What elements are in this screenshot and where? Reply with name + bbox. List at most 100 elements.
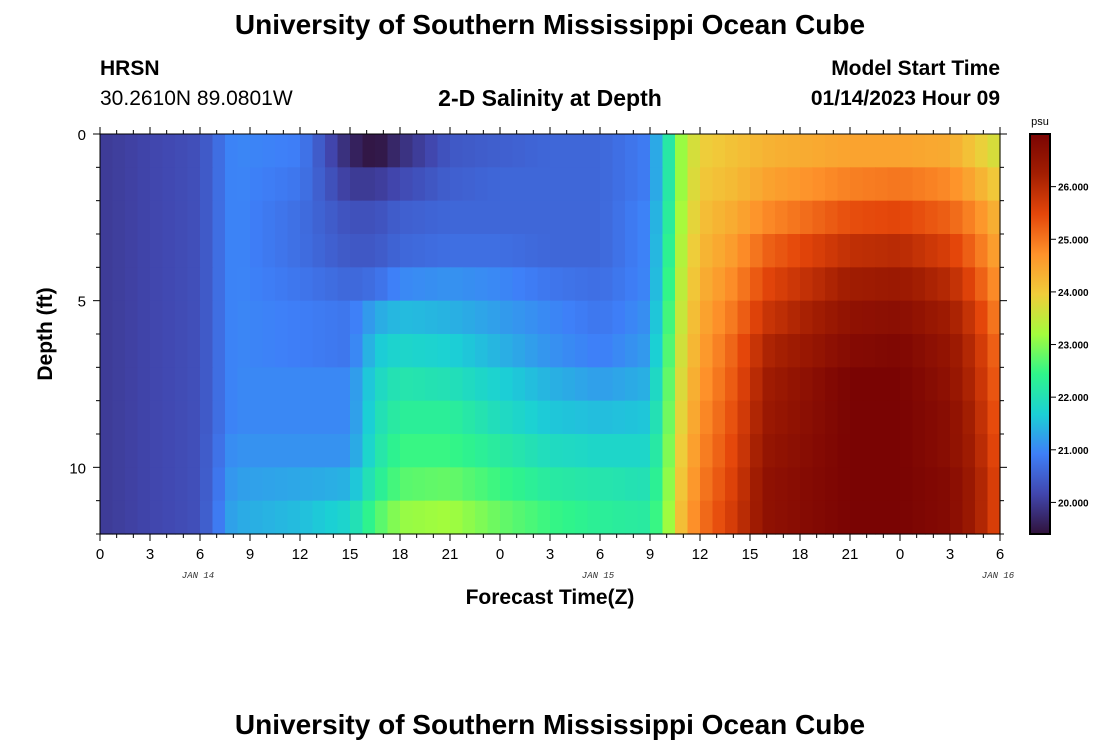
heatmap-cell <box>287 500 301 535</box>
heatmap-cell <box>825 134 839 168</box>
heatmap-cell <box>875 200 889 235</box>
heatmap-cell <box>875 367 889 402</box>
heatmap-cell <box>200 300 214 335</box>
heatmap-cell <box>537 267 551 302</box>
heatmap-cell <box>850 500 864 535</box>
heatmap-cell <box>662 334 676 368</box>
heatmap-cell <box>675 134 689 168</box>
heatmap-cell <box>250 334 264 368</box>
heatmap-cell <box>575 134 589 168</box>
heatmap-cell <box>850 234 864 268</box>
heatmap-cell <box>162 334 176 368</box>
heatmap-cell <box>475 467 489 502</box>
heatmap-cell <box>137 134 151 168</box>
heatmap-cell <box>600 334 614 368</box>
heatmap-cell <box>712 367 726 402</box>
heatmap-cell <box>550 167 564 202</box>
heatmap-cell <box>912 367 926 402</box>
heatmap-cell <box>562 400 576 435</box>
heatmap-cell <box>362 467 376 502</box>
heatmap-cell <box>912 500 926 535</box>
heatmap-cell <box>687 200 701 235</box>
heatmap-cell <box>675 367 689 402</box>
heatmap-cell <box>737 500 751 535</box>
heatmap-cell <box>762 467 776 502</box>
heatmap-cell <box>562 167 576 202</box>
heatmap-cell <box>512 334 526 368</box>
heatmap-cell <box>175 467 189 502</box>
heatmap-cell <box>675 267 689 302</box>
heatmap-cell <box>200 467 214 502</box>
heatmap-cell <box>375 134 389 168</box>
heatmap-cell <box>800 234 814 268</box>
heatmap-cell <box>462 367 476 402</box>
heatmap-cell <box>237 334 251 368</box>
heatmap-cell <box>387 200 401 235</box>
heatmap-cell <box>312 434 326 468</box>
heatmap-cell <box>300 334 314 368</box>
heatmap-cell <box>600 300 614 335</box>
heatmap-cell <box>487 367 501 402</box>
heatmap-cell <box>950 200 964 235</box>
heatmap-cell <box>700 400 714 435</box>
heatmap-cell <box>512 500 526 535</box>
heatmap-cell <box>587 134 601 168</box>
heatmap-cell <box>200 367 214 402</box>
heatmap-cell <box>300 267 314 302</box>
heatmap-cell <box>275 234 289 268</box>
heatmap-cell <box>125 200 139 235</box>
heatmap-cell <box>400 400 414 435</box>
heatmap-cell <box>212 467 226 502</box>
heatmap-cell <box>775 400 789 435</box>
x-tick-label: 3 <box>946 546 954 563</box>
heatmap-cell <box>750 134 764 168</box>
heatmap-cell <box>662 167 676 202</box>
heatmap-cell <box>425 334 439 368</box>
heatmap-cell <box>700 467 714 502</box>
heatmap-cell <box>912 400 926 435</box>
heatmap-cell <box>987 500 1001 535</box>
heatmap-cell <box>312 300 326 335</box>
heatmap-cell <box>812 267 826 302</box>
heatmap-cell <box>725 467 739 502</box>
y-tick-label: 10 <box>69 460 86 477</box>
heatmap-cell <box>350 334 364 368</box>
heatmap-cell <box>125 467 139 502</box>
heatmap-cell <box>325 367 339 402</box>
heatmap-cell <box>425 167 439 202</box>
heatmap-cell <box>537 300 551 335</box>
heatmap-cell <box>912 467 926 502</box>
heatmap-cell <box>800 467 814 502</box>
heatmap-cell <box>875 234 889 268</box>
heatmap-cell <box>525 400 539 435</box>
heatmap-cell <box>150 467 164 502</box>
heatmap-cell <box>225 500 239 535</box>
heatmap-cell <box>887 300 901 335</box>
heatmap-cell <box>837 200 851 235</box>
heatmap-cell <box>600 367 614 402</box>
heatmap-cell <box>162 400 176 435</box>
heatmap-cell <box>650 134 664 168</box>
heatmap-cell <box>112 267 126 302</box>
heatmap-cell <box>337 300 351 335</box>
heatmap-cell <box>337 467 351 502</box>
heatmap-cell <box>800 334 814 368</box>
heatmap-cell <box>537 467 551 502</box>
heatmap-cell <box>137 300 151 335</box>
heatmap-cell <box>862 234 876 268</box>
x-tick-label: 6 <box>596 546 604 563</box>
heatmap-cell <box>762 167 776 202</box>
heatmap-cell <box>362 500 376 535</box>
heatmap-cell <box>587 367 601 402</box>
heatmap-cell <box>712 300 726 335</box>
heatmap-cell <box>587 267 601 302</box>
x-axis-title: Forecast Time(Z) <box>466 586 635 609</box>
heatmap-cell <box>750 200 764 235</box>
heatmap-cell <box>350 434 364 468</box>
heatmap-cell <box>537 500 551 535</box>
heatmap-cell <box>225 367 239 402</box>
heatmap-cell <box>300 434 314 468</box>
heatmap-cell <box>112 300 126 335</box>
colorbar-tick-label: 21.000 <box>1058 446 1089 457</box>
heatmap-cell <box>950 434 964 468</box>
